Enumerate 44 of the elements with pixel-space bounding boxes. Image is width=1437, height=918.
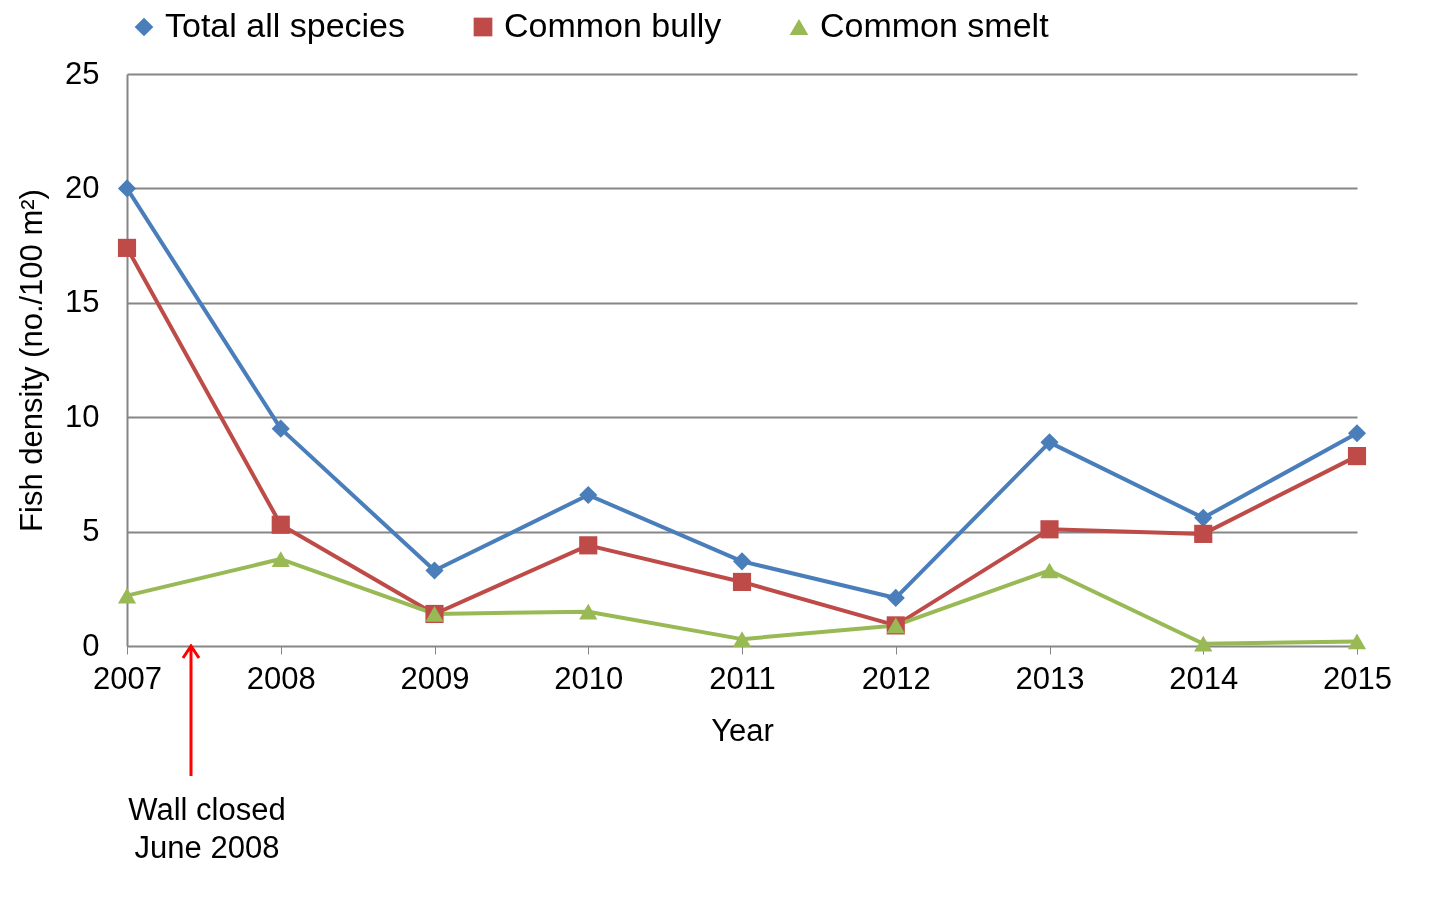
y-tick-label: 25 xyxy=(65,55,100,91)
point xyxy=(732,552,752,571)
point xyxy=(579,485,598,505)
x-tick-label: 2011 xyxy=(709,660,776,696)
point xyxy=(117,587,137,604)
point xyxy=(579,603,598,620)
legend-label: Common smelt xyxy=(820,6,1050,44)
point xyxy=(1040,520,1059,539)
point xyxy=(579,536,598,555)
x-tick-label: 2009 xyxy=(400,660,470,696)
x-tick-label: 2014 xyxy=(1169,660,1239,696)
legend-label: Total all species xyxy=(165,6,406,44)
x-axis-title: Year xyxy=(711,712,774,748)
text: Wall closed June 2008 xyxy=(128,792,286,865)
y-tick-label: 10 xyxy=(65,398,100,434)
x-tick-label: 2015 xyxy=(1323,660,1392,696)
x-tick-label: 2010 xyxy=(554,660,624,696)
y-tick-label: 0 xyxy=(82,627,100,663)
point xyxy=(271,551,290,567)
point xyxy=(1040,433,1059,452)
point xyxy=(1347,424,1367,443)
point xyxy=(732,572,752,592)
point xyxy=(425,561,444,580)
point xyxy=(732,631,752,647)
point xyxy=(1347,633,1367,650)
y-tick-label: 5 xyxy=(82,513,100,549)
x-tick-label: 2012 xyxy=(861,660,931,696)
point xyxy=(886,588,905,608)
y-axis-title: Fish density (no./100 m²) xyxy=(14,189,50,532)
point xyxy=(1347,447,1367,466)
point xyxy=(1194,508,1213,527)
point xyxy=(1194,524,1213,543)
legend-label: Common bully xyxy=(504,6,722,44)
point xyxy=(271,515,290,534)
point xyxy=(1194,635,1213,652)
point xyxy=(117,238,137,257)
y-tick-label: 15 xyxy=(65,284,100,320)
x-tick-label: 2007 xyxy=(93,660,162,696)
point xyxy=(1040,562,1059,579)
x-tick-label: 2013 xyxy=(1015,660,1085,696)
point xyxy=(117,179,137,198)
x-tick-label: 2008 xyxy=(246,660,316,696)
point xyxy=(271,419,290,438)
y-tick-label: 20 xyxy=(65,169,100,205)
